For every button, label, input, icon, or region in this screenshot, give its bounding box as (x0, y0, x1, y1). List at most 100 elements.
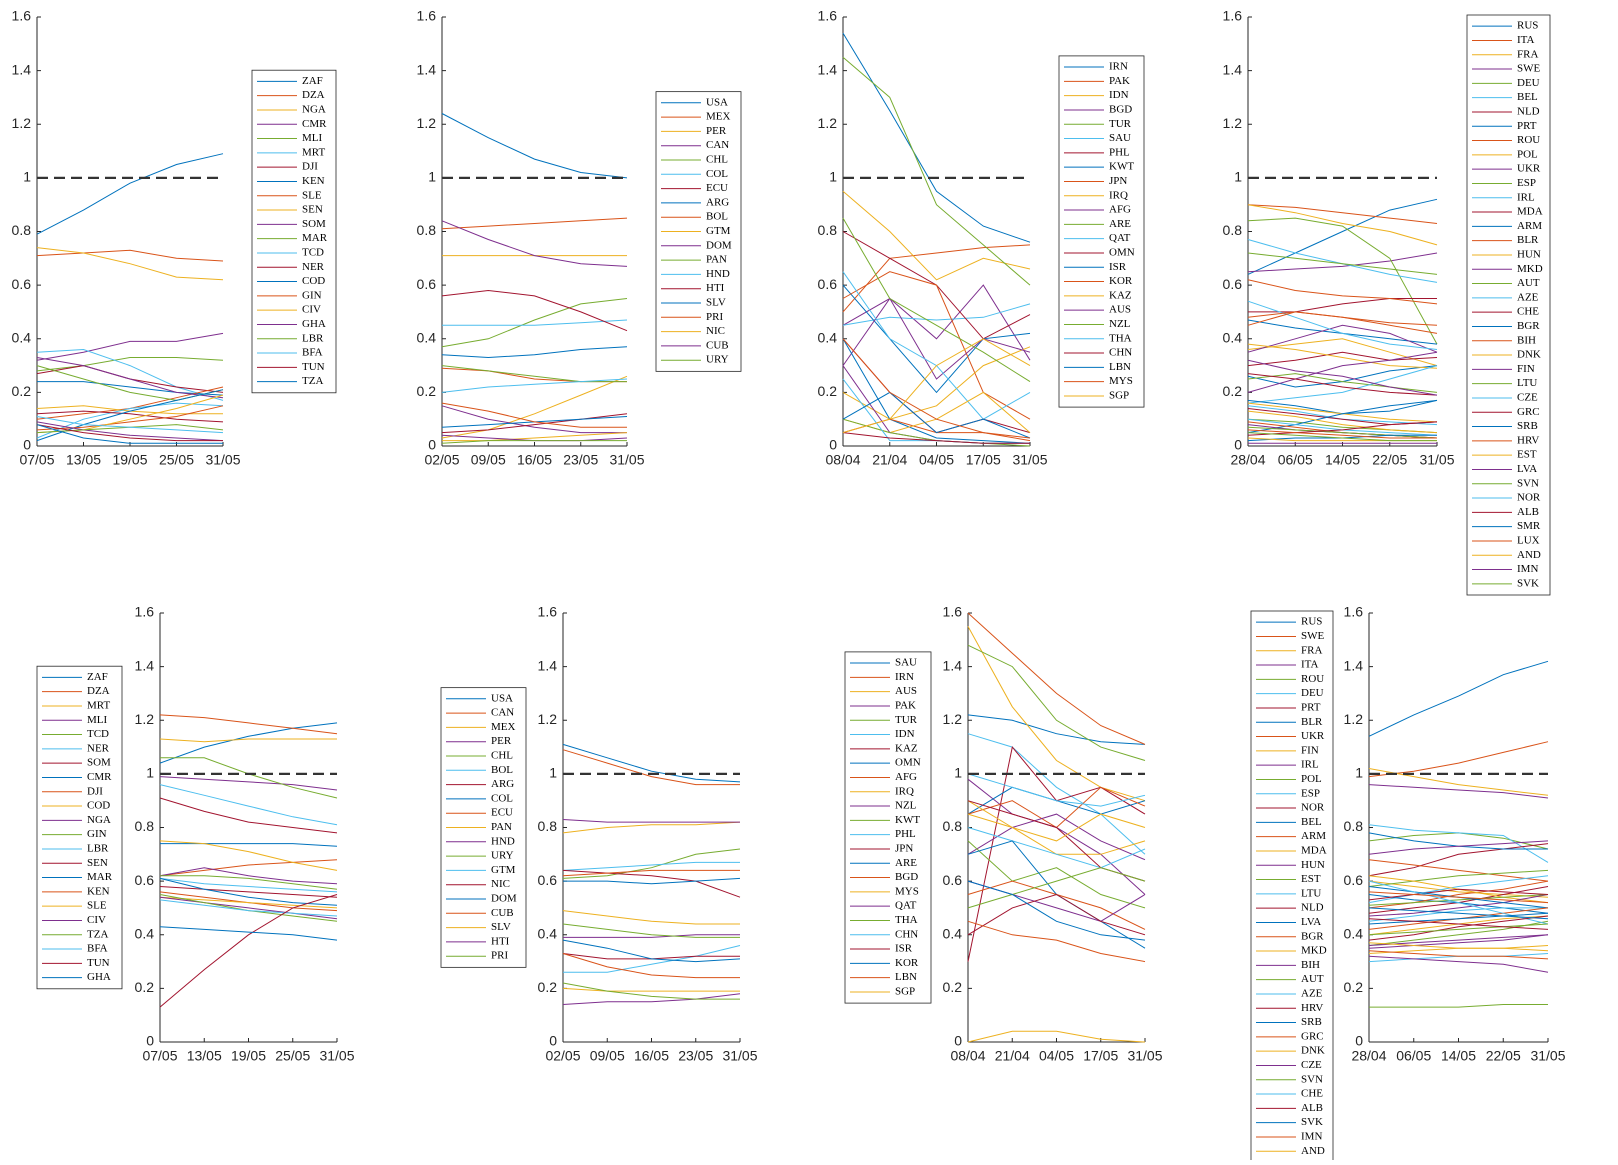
series-line (1247, 252, 1438, 275)
x-tick-label: 08/04 (825, 452, 860, 468)
series-line (562, 869, 741, 898)
series-line (442, 432, 628, 442)
legend-label: PAN (706, 254, 727, 266)
series-line (842, 297, 1031, 380)
series-line (1368, 920, 1549, 946)
legend-label: CHL (706, 154, 728, 166)
legend-label: RUS (1301, 616, 1322, 628)
series-line (442, 319, 628, 326)
legend-label: LBR (87, 842, 109, 854)
legend-label: NER (302, 261, 325, 273)
legend-label: ROU (1517, 134, 1540, 146)
legend: RUS SWE FRA ITA ROU DEU PRT BLR UKR FIN IRL POL ESP N… (1250, 610, 1334, 1165)
series-line (967, 714, 1146, 745)
legend-label: AUT (1517, 277, 1540, 289)
legend-label: SLV (706, 297, 726, 309)
y-tick-label: 1.2 (943, 711, 963, 727)
legend: ZAF DZA NGA CMR MLI MRT DJI KEN SLE SEN SOM MAR TCD N… (251, 69, 337, 394)
series-line (441, 367, 627, 383)
series-line (1368, 880, 1549, 898)
y-tick-label: 0.2 (538, 979, 558, 995)
legend-label: PHL (895, 828, 916, 840)
series-line (1247, 239, 1438, 283)
series-line (562, 848, 741, 879)
legend-label: USA (706, 96, 728, 108)
legend-label: PER (491, 735, 512, 747)
legend-label: BLR (1301, 716, 1323, 728)
series-line (1247, 373, 1438, 396)
chart: 0 0.2 0.4 0.6 0.8 1 1.2 1.4 1.6 02/05 09/05 16/05 23… (417, 8, 742, 468)
legend: USA MEX PER CAN CHL COL ECU ARG BOL GTM DOM PAN HND H… (655, 91, 742, 372)
series-line (1368, 894, 1549, 917)
legend-label: SAU (895, 657, 917, 669)
series-line (967, 893, 1146, 936)
series-line (159, 859, 338, 877)
series-line (1247, 410, 1438, 434)
legend-label: DOM (491, 893, 517, 905)
y-tick-label: 1.4 (135, 657, 155, 673)
y-tick-label: 0.4 (943, 925, 963, 941)
y-tick-label: 0.8 (12, 222, 32, 238)
series-line (1368, 907, 1549, 920)
x-tick-label: 06/05 (1278, 452, 1313, 468)
legend-label: IRN (895, 671, 914, 683)
series-line (36, 410, 224, 423)
legend-label: LVA (1517, 463, 1537, 475)
series-line (441, 298, 628, 348)
series-line (441, 220, 628, 267)
legend-label: UKR (1301, 730, 1325, 742)
x-tick-label: 04/05 (1039, 1048, 1074, 1064)
legend-label: BOL (706, 211, 728, 223)
legend-label: CHN (895, 928, 918, 940)
legend-label: SOM (87, 757, 111, 769)
series-line (160, 875, 338, 890)
y-tick-label: 1.6 (1223, 8, 1243, 24)
series-line (159, 797, 338, 834)
y-tick-label: 1.4 (12, 61, 32, 77)
y-tick-label: 1 (146, 765, 154, 781)
legend-label: HND (491, 835, 515, 847)
y-tick-label: 1.6 (943, 604, 963, 620)
y-tick-label: 1.2 (818, 115, 838, 131)
series-line (967, 773, 1146, 807)
x-tick-label: 25/05 (275, 1048, 310, 1064)
legend-label: GHA (302, 318, 326, 330)
x-tick-label: 19/05 (231, 1048, 266, 1064)
legend-label: ISR (895, 943, 913, 955)
series-line (36, 332, 224, 361)
x-tick-label: 31/05 (1127, 1048, 1162, 1064)
legend-label: AUS (1109, 304, 1131, 316)
legend-label: GRC (1301, 1030, 1324, 1042)
legend-box (844, 651, 932, 1004)
y-tick-label: 1 (954, 765, 962, 781)
y-tick-label: 1.2 (1344, 711, 1364, 727)
y-tick-label: 0.6 (538, 872, 558, 888)
series-line (36, 249, 224, 262)
series-line (842, 391, 1031, 439)
x-tick-label: 31/05 (1012, 452, 1047, 468)
legend-label: IRQ (895, 785, 914, 797)
series-line (1368, 942, 1549, 952)
series-line (1368, 869, 1549, 887)
y-tick-label: 1 (1355, 765, 1363, 781)
legend-label: PAK (895, 699, 916, 711)
legend-label: LUX (1517, 534, 1540, 546)
legend-label: ESP (1301, 787, 1320, 799)
legend-label: BFA (302, 347, 323, 359)
legend-label: DZA (302, 89, 325, 101)
y-tick-label: 1.2 (417, 115, 437, 131)
legend-label: COD (302, 275, 325, 287)
legend-label: JPN (1109, 175, 1127, 187)
series-line (842, 217, 1031, 383)
y-tick-label: 0.8 (417, 222, 437, 238)
series-line (967, 813, 1146, 861)
legend-label: AUS (895, 685, 917, 697)
series-line (1368, 875, 1549, 904)
series-line (1368, 880, 1549, 909)
legend-label: KEN (87, 885, 110, 897)
legend-label: TUN (302, 361, 325, 373)
legend-label: IMN (1301, 1130, 1322, 1142)
y-tick-label: 1.4 (818, 61, 838, 77)
legend-label: DNK (1517, 349, 1541, 361)
